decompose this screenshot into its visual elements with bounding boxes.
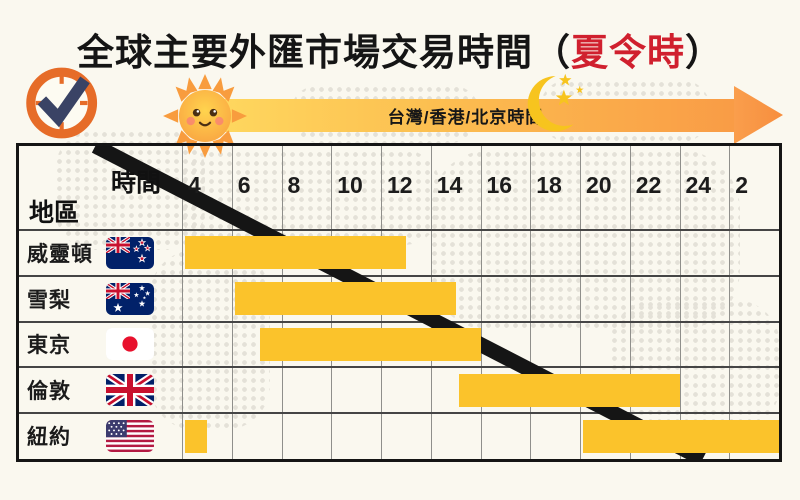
trading-bar xyxy=(234,282,456,316)
market-row-1: 威靈頓 xyxy=(19,230,182,276)
hour-tick-label: 6 xyxy=(237,172,251,198)
market-row-2: 雪梨 xyxy=(19,276,182,322)
market-name-label: 東京 xyxy=(27,334,71,358)
hour-tick-label: 14 xyxy=(436,172,463,198)
grid-vline xyxy=(231,146,233,459)
clock-check-icon xyxy=(26,67,98,139)
page-title: 全球主要外匯市場交易時間（夏令時） xyxy=(0,22,800,76)
sun-icon xyxy=(163,74,247,158)
time-axis-label: 台灣/香港/北京時間 xyxy=(387,108,544,127)
grid-vline xyxy=(679,146,681,459)
trading-bar xyxy=(458,373,680,407)
title-highlight: 夏令時 xyxy=(571,32,685,73)
time-axis-banner: 台灣/香港/北京時間 xyxy=(196,99,735,132)
market-row-5: 紐約 xyxy=(19,413,182,459)
trading-bar xyxy=(185,236,406,270)
hour-tick-label: 12 xyxy=(387,172,413,198)
timeline-arrow-icon xyxy=(734,86,783,144)
grid-vline xyxy=(182,146,183,459)
trading-bar xyxy=(259,328,481,361)
market-name-label: 雪梨 xyxy=(27,288,71,312)
row-labels: 威靈頓雪梨東京倫敦紐約 xyxy=(19,146,779,459)
market-name-label: 紐約 xyxy=(27,426,71,450)
grid-vline xyxy=(530,146,532,459)
market-row-3: 東京 xyxy=(19,322,182,368)
hour-tick-label: 18 xyxy=(536,172,562,198)
hour-tick-label: 24 xyxy=(685,172,712,198)
trading-bar xyxy=(583,419,779,453)
hour-tick-label: 20 xyxy=(586,172,612,198)
hour-tick-label: 8 xyxy=(287,172,301,198)
hour-tick-label: 10 xyxy=(337,172,363,198)
title-paren-close: ） xyxy=(685,32,723,73)
hour-tick-label: 2 xyxy=(735,172,749,198)
grid-vline xyxy=(480,146,482,459)
hour-tick-label: 22 xyxy=(635,172,662,198)
grid-hline xyxy=(19,366,779,369)
grid-vline xyxy=(729,146,731,459)
grid-vline xyxy=(629,146,631,459)
grid-hline xyxy=(19,412,779,415)
market-name-label: 倫敦 xyxy=(27,380,71,404)
market-row-4: 倫敦 xyxy=(19,367,182,413)
hour-tick-label: 4 xyxy=(188,172,201,198)
grid-hline xyxy=(19,320,779,323)
grid-vline xyxy=(580,146,581,459)
trading-bars xyxy=(19,146,779,459)
trading-bar xyxy=(185,419,207,453)
market-name-label: 威靈頓 xyxy=(27,242,93,266)
moon-stars-icon xyxy=(527,73,584,132)
corner-label-time: 時間 xyxy=(111,169,162,197)
hour-labels: 4 6 8 10 12 14 16 18 20 22 24 2 xyxy=(19,146,779,459)
title-text: 全球主要外匯市場交易時間 xyxy=(77,32,533,73)
grid-hline xyxy=(19,274,779,277)
corner-label-region: 地區 xyxy=(29,199,80,227)
trading-hours-table: 時間 地區 4 6 8 10 12 14 16 18 20 22 24 2 威靈頓雪梨東京倫敦紐約 xyxy=(16,143,782,462)
hour-tick-label: 16 xyxy=(486,172,513,198)
grid-hline xyxy=(19,229,779,231)
title-paren-open: （ xyxy=(533,32,571,73)
